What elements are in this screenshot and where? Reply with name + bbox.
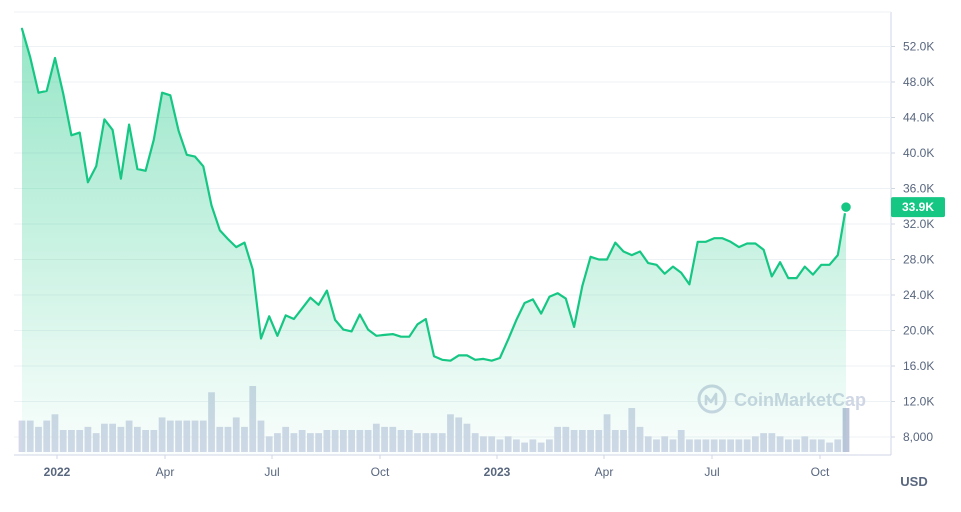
y-tick-label: 52.0K: [903, 40, 934, 54]
y-axis: 8,000 12.0K 16.0K 20.0K 24.0K 28.0K 32.0K 36.0K…: [891, 40, 934, 444]
last-price-point: [839, 200, 853, 214]
y-tick-label: 32.0K: [903, 217, 934, 231]
price-series-line: [20, 27, 848, 362]
y-tick-label: 8,000: [903, 430, 933, 444]
y-tick-label: 44.0K: [903, 111, 934, 125]
y-tick-label: 12.0K: [903, 395, 934, 409]
y-tick-label: 36.0K: [903, 182, 934, 196]
x-tick-label: Jul: [704, 465, 719, 479]
x-axis: 2022 Apr Jul Oct 2023 Apr Jul Oct: [44, 455, 830, 479]
x-tick-label: Apr: [595, 465, 614, 479]
last-price-badge-bg: [891, 197, 945, 218]
y-tick-label: 24.0K: [903, 288, 934, 302]
y-tick-label: 40.0K: [903, 146, 934, 160]
y-tick-label: 28.0K: [903, 253, 934, 267]
y-tick-label: 20.0K: [903, 324, 934, 338]
x-tick-label: Jul: [264, 465, 279, 479]
x-tick-label: 2022: [44, 465, 71, 479]
last-price-badge: 33.9K: [891, 197, 945, 218]
currency-unit-label: USD: [900, 474, 927, 489]
x-tick-label: Oct: [811, 465, 830, 479]
y-tick-label: 16.0K: [903, 359, 934, 373]
price-area: [22, 28, 846, 456]
x-tick-label: Oct: [371, 465, 390, 479]
last-price-label: 33.9K: [902, 200, 934, 214]
x-tick-label: 2023: [484, 465, 511, 479]
x-tick-label: Apr: [156, 465, 175, 479]
y-tick-label: 48.0K: [903, 75, 934, 89]
